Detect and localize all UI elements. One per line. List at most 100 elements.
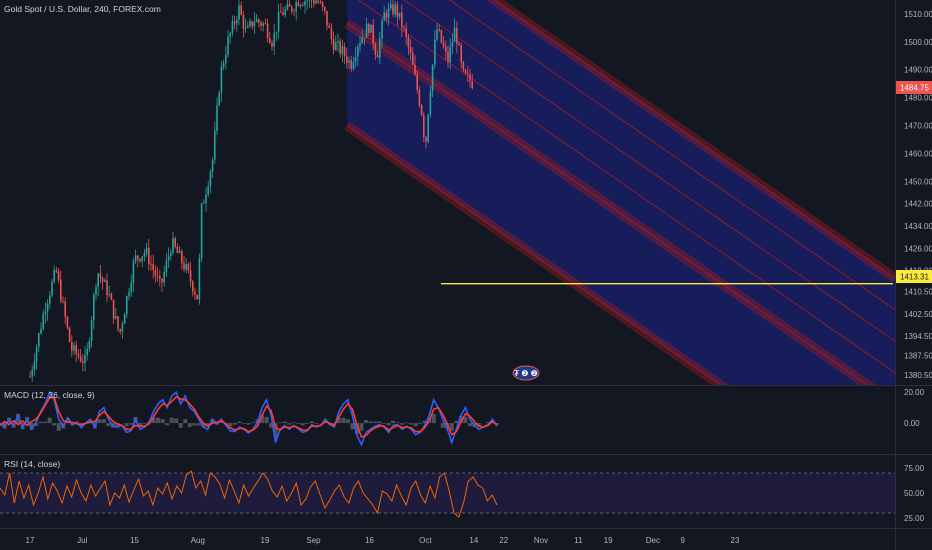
rsi-band xyxy=(0,473,895,513)
candle-body xyxy=(174,238,176,247)
regression-channel[interactable] xyxy=(344,0,895,506)
rsi-axis[interactable]: 75.00 50.00 25.00 xyxy=(904,464,925,523)
candle-body xyxy=(423,114,425,138)
candle-body xyxy=(214,130,216,160)
macd-histogram-bar xyxy=(124,423,129,427)
macd-title[interactable]: MACD (12, 26, close, 9) xyxy=(4,390,95,400)
macd-histogram-bar xyxy=(422,420,427,424)
price-axis-label: 1510.00 xyxy=(904,10,932,19)
candle-body xyxy=(240,5,242,15)
macd-histogram-bar xyxy=(56,423,61,431)
candle-body xyxy=(339,41,341,54)
candle-body xyxy=(407,37,410,48)
candle-body xyxy=(365,24,368,38)
macd-histogram-bar xyxy=(178,423,183,428)
channel-line xyxy=(346,125,722,385)
macd-histogram-bar xyxy=(485,422,490,424)
candle-body xyxy=(414,64,416,75)
rsi-axis-label: 25.00 xyxy=(904,514,925,523)
event-badges[interactable]: ₮ ❷ ❷ xyxy=(512,365,540,381)
candle-body xyxy=(200,203,203,259)
macd-histogram-bar xyxy=(476,423,481,427)
macd-histogram-bar xyxy=(65,418,70,424)
channel-line xyxy=(346,22,869,385)
candle-body xyxy=(330,27,333,40)
price-axis-label: 1380.50 xyxy=(904,371,932,380)
macd-histogram-bar xyxy=(467,423,472,427)
candle-body xyxy=(115,316,117,319)
candle-body xyxy=(229,33,231,37)
candle-body xyxy=(181,251,183,264)
candle-body xyxy=(225,55,227,64)
time-axis[interactable]: 17 Jul 15 Aug 19 Sep 16 Oct 14 22 Nov 11 19 Dec 9 23 xyxy=(26,536,740,545)
price-axis[interactable]: 1510.00 1500.00 1490.00 1480.00 1470.00 1460.… xyxy=(904,10,932,380)
candle-body xyxy=(227,36,229,56)
price-axis-label: 1460.00 xyxy=(904,149,932,158)
candle-body xyxy=(304,1,306,6)
candle-body xyxy=(376,54,379,58)
horizontal-line-price-tag-bg xyxy=(896,270,932,283)
macd-histogram-bar xyxy=(169,417,174,424)
macd-histogram-bar xyxy=(404,422,409,424)
candle-body xyxy=(346,56,348,63)
macd-histogram-bar xyxy=(38,421,43,424)
candle-body xyxy=(379,38,381,58)
candle-body xyxy=(143,252,146,257)
macd-line xyxy=(0,390,498,447)
macd-histogram-bar xyxy=(129,423,134,425)
macd-histogram-bar xyxy=(264,416,269,424)
candle-body xyxy=(436,29,438,40)
candle-body xyxy=(209,171,212,187)
channel-line xyxy=(448,0,895,311)
candle-body xyxy=(357,46,359,57)
candle-body xyxy=(464,70,467,74)
macd-histogram-bar xyxy=(363,420,368,424)
candle-body xyxy=(172,238,174,253)
chart-title[interactable]: Gold Spot / U.S. Dollar, 240, FOREX.com xyxy=(4,4,161,14)
macd-histogram-bar xyxy=(418,423,423,424)
horizontal-line-price-tag: 1413.31 xyxy=(896,270,932,283)
candle-body xyxy=(282,12,284,16)
candle-body xyxy=(198,258,201,300)
current-price-tag: 1484.75 xyxy=(896,81,932,94)
candle-body xyxy=(372,24,374,45)
candle-body xyxy=(341,46,344,54)
macd-histogram-bar xyxy=(101,419,106,424)
candle-body xyxy=(196,294,198,300)
candle-body xyxy=(112,299,115,319)
rsi-axis-label: 50.00 xyxy=(904,489,925,498)
macd-histogram-bar xyxy=(431,413,436,424)
time-axis-label: Oct xyxy=(419,536,432,545)
candle-body xyxy=(471,81,473,89)
macd-histogram-bar xyxy=(151,417,156,424)
candle-body xyxy=(64,301,66,317)
rsi-title[interactable]: RSI (14, close) xyxy=(4,459,60,469)
candle-body xyxy=(163,272,165,283)
macd-histogram-bar xyxy=(350,423,355,430)
candle-body xyxy=(374,44,377,55)
macd-histogram-bar xyxy=(291,422,296,424)
macd-histogram-bar xyxy=(354,423,359,434)
candle-body xyxy=(467,73,469,75)
macd-axis[interactable]: 20.00 0.00 xyxy=(904,388,925,428)
macd-histogram-bar xyxy=(29,423,34,431)
candle-body xyxy=(145,247,148,253)
candle-body xyxy=(370,24,372,33)
macd-axis-label: 0.00 xyxy=(904,419,920,428)
candle-body xyxy=(170,252,172,257)
candle-body xyxy=(361,37,363,43)
macd-histogram-bar xyxy=(237,421,242,424)
candle-body xyxy=(460,45,462,62)
candle-body xyxy=(44,311,47,315)
price-axis-label: 1394.50 xyxy=(904,332,932,341)
macd-histogram-bar xyxy=(165,423,170,426)
horizontal-line-price-tag-text: 1413.31 xyxy=(900,273,929,282)
macd-histogram-bar xyxy=(395,422,400,424)
candle-body xyxy=(387,8,390,19)
event-badge-icon[interactable] xyxy=(512,365,540,381)
macd-histogram-bar xyxy=(359,423,364,431)
candle-body xyxy=(38,333,40,348)
price-axis-label: 1410.50 xyxy=(904,288,932,297)
macd-histogram-bar xyxy=(336,417,341,424)
candle-body xyxy=(442,42,445,48)
